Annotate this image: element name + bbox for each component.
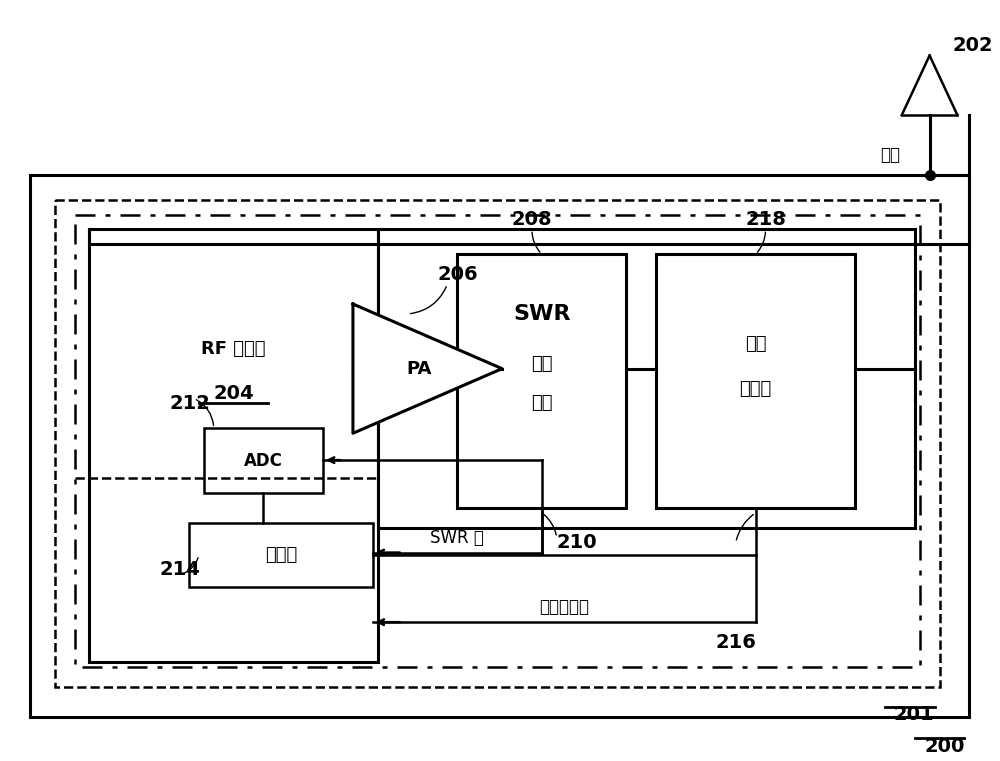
Text: SWR 值: SWR 值: [430, 529, 484, 546]
Text: 控制器: 控制器: [265, 546, 297, 564]
Bar: [55, 199, 940, 686]
Text: 214: 214: [159, 560, 200, 579]
Bar: [75, 215, 920, 667]
Text: 208: 208: [512, 210, 552, 229]
Text: 212: 212: [169, 394, 210, 413]
Text: 调谐器: 调谐器: [739, 380, 772, 397]
Bar: [204, 428, 323, 493]
Text: ADC: ADC: [244, 451, 283, 470]
Bar: [656, 254, 855, 508]
Bar: [189, 523, 373, 587]
Bar: [89, 230, 378, 662]
Bar: [457, 254, 626, 508]
Text: 218: 218: [745, 210, 786, 229]
Text: SWR: SWR: [513, 304, 571, 324]
Text: 216: 216: [715, 632, 756, 651]
Text: 天线: 天线: [880, 146, 900, 164]
Text: 单元: 单元: [531, 394, 553, 412]
Text: 测量: 测量: [531, 355, 553, 373]
Text: 200: 200: [924, 737, 964, 756]
Bar: [30, 175, 969, 717]
Text: 206: 206: [437, 265, 478, 284]
Text: PA: PA: [407, 360, 432, 377]
Text: 天线: 天线: [745, 335, 766, 353]
Text: 调谐器控制: 调谐器控制: [539, 598, 589, 616]
Text: RF 收发器: RF 收发器: [201, 339, 266, 358]
Text: 204: 204: [213, 384, 254, 403]
Polygon shape: [353, 304, 502, 433]
Text: 201: 201: [894, 705, 935, 724]
Bar: [378, 230, 915, 527]
Text: 202: 202: [952, 36, 993, 55]
Text: 210: 210: [557, 533, 597, 552]
